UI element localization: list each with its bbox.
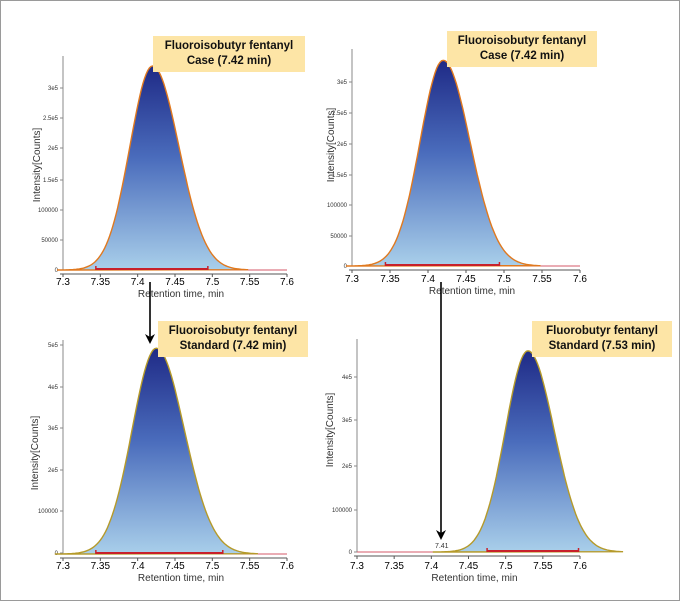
y-tick-label: 2e5 xyxy=(342,464,353,470)
y-axis-label: Intensity[Counts] xyxy=(326,108,337,183)
callout-bottom-left-line1: Fluoroisobutyr fentanyl xyxy=(168,325,298,337)
y-axis-label: Intensity[Counts] xyxy=(30,416,41,491)
x-tick-label: 7.3 xyxy=(350,561,364,572)
callout-bottom-left: Fluoroisobutyr fentanyl Standard (7.42 m… xyxy=(158,321,308,357)
y-tick-label: 0 xyxy=(344,264,348,270)
x-tick-label: 7.35 xyxy=(380,274,400,285)
arrow-right-head xyxy=(436,530,446,540)
callout-bottom-right-line1: Fluorobutyr fentanyl xyxy=(546,325,658,337)
y-tick-label: 3e5 xyxy=(48,426,59,432)
x-tick-label: 7.6 xyxy=(573,561,587,572)
peak-area xyxy=(56,65,249,271)
x-tick-label: 7.5 xyxy=(205,561,219,572)
y-tick-label: 100000 xyxy=(332,508,353,514)
x-tick-label: 7.45 xyxy=(165,277,185,288)
y-tick-label: 3e5 xyxy=(48,86,59,92)
y-tick-label: 5e5 xyxy=(48,343,59,349)
x-tick-label: 7.4 xyxy=(131,561,145,572)
x-tick-label: 7.45 xyxy=(165,561,185,572)
x-axis-label: Retention time, min xyxy=(138,573,224,584)
callout-bottom-right: Fluorobutyr fentanyl Standard (7.53 min) xyxy=(532,321,672,357)
y-tick-label: 100000 xyxy=(38,208,59,214)
x-tick-label: 7.4 xyxy=(131,277,145,288)
x-tick-label: 7.35 xyxy=(91,561,111,572)
y-tick-label: 100000 xyxy=(327,203,348,209)
callout-top-left-line1: Fluoroisobutyr fentanyl xyxy=(164,40,294,52)
x-tick-label: 7.55 xyxy=(532,274,552,285)
chart-panel-bottom-right: 7.3 7.35 7.4 7.45 7.5 7.55 7.6 0 100000 2e5 3e5 4e5… xyxy=(325,339,624,584)
peak-area xyxy=(432,350,624,553)
y-tick-label: 4e5 xyxy=(48,385,59,391)
x-tick-label: 7.55 xyxy=(533,561,553,572)
x-tick-label: 7.45 xyxy=(456,274,476,285)
y-tick-label: 3e5 xyxy=(342,418,353,424)
x-tick-label: 7.5 xyxy=(497,274,511,285)
callout-top-left-line2: Case (7.42 min) xyxy=(186,55,272,67)
y-tick-label: 2e5 xyxy=(337,142,348,148)
x-tick-label: 7.5 xyxy=(499,561,513,572)
y-tick-label: 100000 xyxy=(38,509,59,515)
peak-area xyxy=(54,347,258,555)
callout-top-right-line2: Case (7.42 min) xyxy=(479,50,565,62)
x-axis-label: Retention time, min xyxy=(431,573,517,584)
x-tick-label: 7.4 xyxy=(421,274,435,285)
x-tick-label: 7.35 xyxy=(91,277,111,288)
chart-panel-top-right: 7.3 7.35 7.4 7.45 7.5 7.55 7.6 0 50000 100000 1.5e… xyxy=(326,49,587,297)
y-tick-label: 2e5 xyxy=(48,146,59,152)
arrow-left-head xyxy=(145,334,155,344)
y-tick-label: 2.5e5 xyxy=(43,116,59,122)
x-tick-label: 7.6 xyxy=(573,274,587,285)
y-tick-label: 50000 xyxy=(330,234,347,240)
x-tick-label: 7.35 xyxy=(384,561,404,572)
y-tick-label: 1.5e5 xyxy=(332,173,348,179)
retention-time-annotation: 7.41 xyxy=(435,543,449,550)
callout-top-left: Fluoroisobutyr fentanyl Case (7.42 min) xyxy=(153,36,305,72)
callout-top-right: Fluoroisobutyr fentanyl Case (7.42 min) xyxy=(447,31,597,67)
peak-area xyxy=(345,59,541,267)
x-axis-label: Retention time, min xyxy=(429,286,515,297)
chart-panel-bottom-left: 7.37.357.47.457.57.557.601000002e53e54e5… xyxy=(30,340,294,584)
y-tick-label: 0 xyxy=(349,550,353,556)
x-tick-label: 7.3 xyxy=(56,277,70,288)
x-tick-label: 7.6 xyxy=(280,277,294,288)
x-tick-label: 7.3 xyxy=(345,274,359,285)
callout-bottom-right-line2: Standard (7.53 min) xyxy=(548,340,656,352)
y-tick-label: 1.5e5 xyxy=(43,178,59,184)
y-tick-label: 0 xyxy=(55,268,59,274)
x-axis-label: Retention time, min xyxy=(138,289,224,300)
x-tick-label: 7.4 xyxy=(424,561,438,572)
y-tick-label: 2e5 xyxy=(48,468,59,474)
callout-top-right-line1: Fluoroisobutyr fentanyl xyxy=(457,35,587,47)
callout-bottom-left-line2: Standard (7.42 min) xyxy=(179,340,287,352)
x-tick-label: 7.55 xyxy=(240,277,260,288)
chart-panel-top-left: 7.3 7.35 7.4 7.45 7.5 7.55 7.6 0 50000 100000 1.5e… xyxy=(32,56,294,300)
x-tick-label: 7.55 xyxy=(240,561,260,572)
y-tick-label: 4e5 xyxy=(342,375,353,381)
y-tick-label: 2.5e5 xyxy=(332,111,348,117)
x-tick-label: 7.5 xyxy=(205,277,219,288)
x-tick-label: 7.3 xyxy=(56,561,70,572)
x-tick-label: 7.6 xyxy=(280,561,294,572)
y-tick-label: 3e5 xyxy=(337,80,348,86)
x-tick-label: 7.45 xyxy=(459,561,479,572)
y-tick-label: 50000 xyxy=(41,238,58,244)
y-axis-label: Intensity[Counts] xyxy=(325,393,336,468)
y-axis-label: Intensity[Counts] xyxy=(32,128,43,203)
